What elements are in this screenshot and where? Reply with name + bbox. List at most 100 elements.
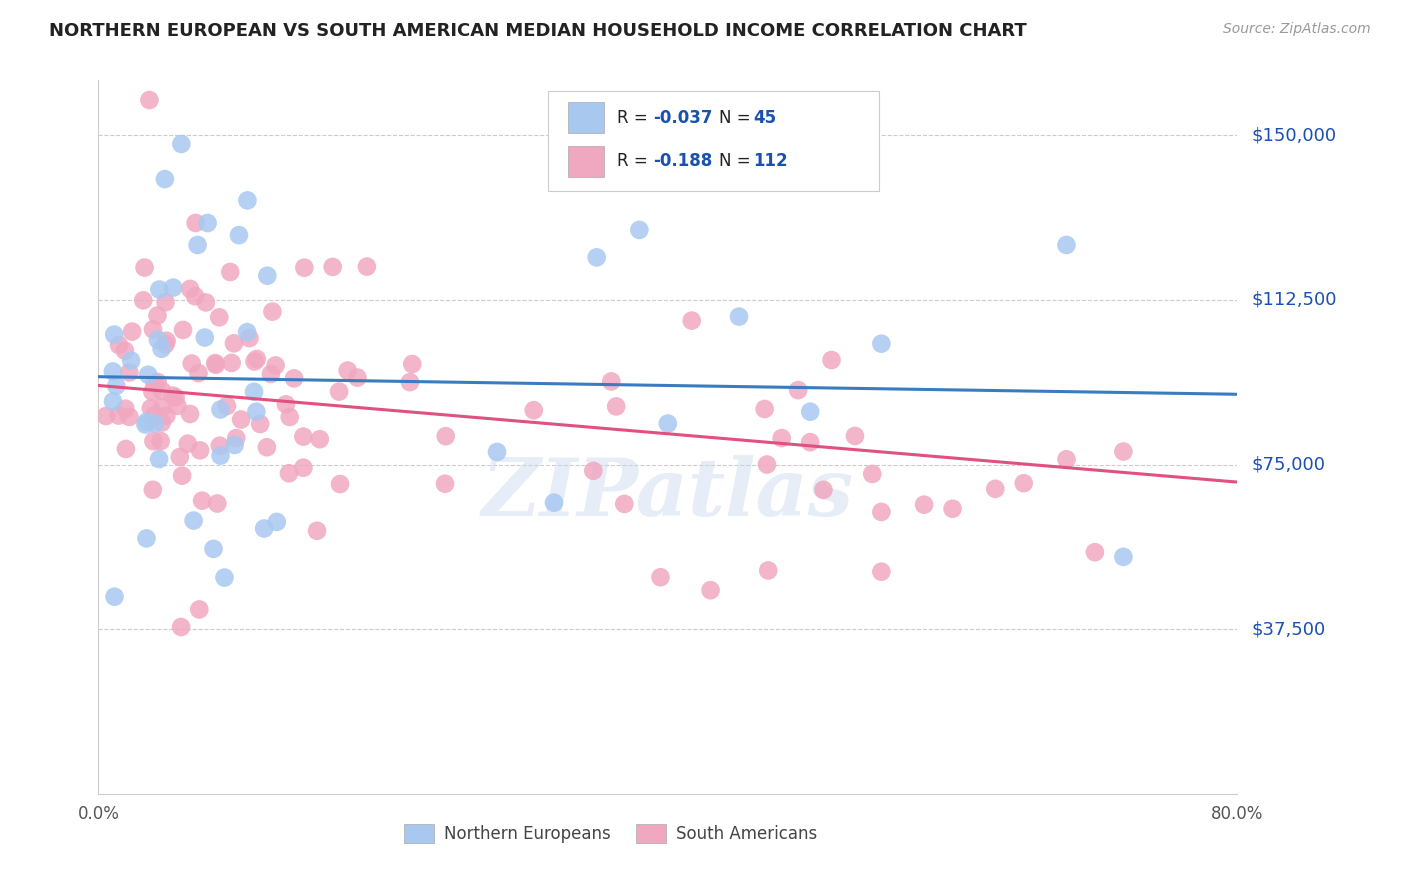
Point xyxy=(434,429,457,443)
Point xyxy=(184,289,207,303)
Point xyxy=(194,295,217,310)
Point xyxy=(860,467,883,481)
Point xyxy=(105,379,128,393)
Point xyxy=(799,405,821,419)
Text: $37,500: $37,500 xyxy=(1251,620,1326,638)
FancyBboxPatch shape xyxy=(568,146,605,177)
Point xyxy=(1112,444,1135,458)
Point xyxy=(870,505,893,519)
Point xyxy=(1056,452,1078,467)
Point xyxy=(912,498,935,512)
Point xyxy=(728,310,751,324)
Point xyxy=(187,238,209,252)
Text: N =: N = xyxy=(718,109,756,127)
Point xyxy=(260,367,283,381)
Point xyxy=(628,223,651,237)
Point xyxy=(143,376,166,391)
Point xyxy=(328,384,350,399)
Point xyxy=(150,416,173,430)
Point xyxy=(292,460,315,475)
Point xyxy=(699,583,721,598)
Point xyxy=(139,401,162,416)
Point xyxy=(225,431,247,445)
Point xyxy=(221,356,243,370)
Point xyxy=(399,375,422,389)
Point xyxy=(209,449,232,463)
Point xyxy=(187,366,209,380)
Point xyxy=(322,260,344,274)
Point xyxy=(356,260,378,274)
Point xyxy=(600,375,623,389)
Point xyxy=(149,434,172,448)
Point xyxy=(245,405,267,419)
Point xyxy=(278,410,301,425)
Point xyxy=(278,467,301,481)
Point xyxy=(1084,545,1107,559)
Point xyxy=(799,435,821,450)
Point xyxy=(820,353,842,368)
Point xyxy=(143,417,166,431)
Text: $112,500: $112,500 xyxy=(1251,291,1337,309)
Point xyxy=(108,338,131,352)
Point xyxy=(150,342,173,356)
Text: $150,000: $150,000 xyxy=(1251,126,1336,145)
Point xyxy=(292,429,315,443)
Point xyxy=(143,409,166,423)
Point xyxy=(207,496,229,510)
Point xyxy=(756,564,779,578)
Point xyxy=(605,400,627,414)
Point xyxy=(256,268,278,283)
Point xyxy=(754,402,776,417)
Point xyxy=(1012,476,1035,491)
Point xyxy=(262,304,284,318)
Point xyxy=(148,452,170,467)
Point xyxy=(184,216,207,230)
Point xyxy=(292,260,315,275)
Point xyxy=(142,322,165,336)
Point xyxy=(177,436,200,450)
Point xyxy=(155,409,177,423)
Point xyxy=(329,477,352,491)
Point xyxy=(229,412,252,426)
Point xyxy=(204,356,226,370)
Point xyxy=(208,439,231,453)
Point xyxy=(153,172,176,186)
Point xyxy=(274,397,297,411)
Point xyxy=(219,265,242,279)
Point xyxy=(146,333,169,347)
Point xyxy=(103,327,125,342)
Point xyxy=(787,383,810,397)
Point xyxy=(582,464,605,478)
Point xyxy=(613,497,636,511)
Point xyxy=(180,357,202,371)
Point xyxy=(135,532,157,546)
Point xyxy=(1112,549,1135,564)
Text: ZIPatlas: ZIPatlas xyxy=(482,456,853,533)
Point xyxy=(283,371,305,385)
Text: Source: ZipAtlas.com: Source: ZipAtlas.com xyxy=(1223,22,1371,37)
Point xyxy=(162,280,184,294)
Point xyxy=(209,402,232,417)
Point xyxy=(155,337,177,351)
Point xyxy=(134,417,156,432)
Point xyxy=(183,514,205,528)
Point xyxy=(166,399,188,413)
FancyBboxPatch shape xyxy=(548,91,879,191)
Point xyxy=(114,343,136,358)
Point xyxy=(132,293,155,308)
Point xyxy=(155,295,177,310)
Text: R =: R = xyxy=(617,153,652,170)
Point xyxy=(870,336,893,351)
Point xyxy=(681,313,703,327)
Point xyxy=(94,409,117,423)
Point xyxy=(165,391,187,405)
Point xyxy=(202,541,225,556)
Point xyxy=(238,331,260,345)
Point xyxy=(150,384,173,398)
Point xyxy=(134,260,156,275)
Point xyxy=(264,359,287,373)
Point xyxy=(114,401,136,416)
Text: -0.037: -0.037 xyxy=(652,109,713,127)
Text: R =: R = xyxy=(617,109,652,127)
Point xyxy=(150,400,173,414)
